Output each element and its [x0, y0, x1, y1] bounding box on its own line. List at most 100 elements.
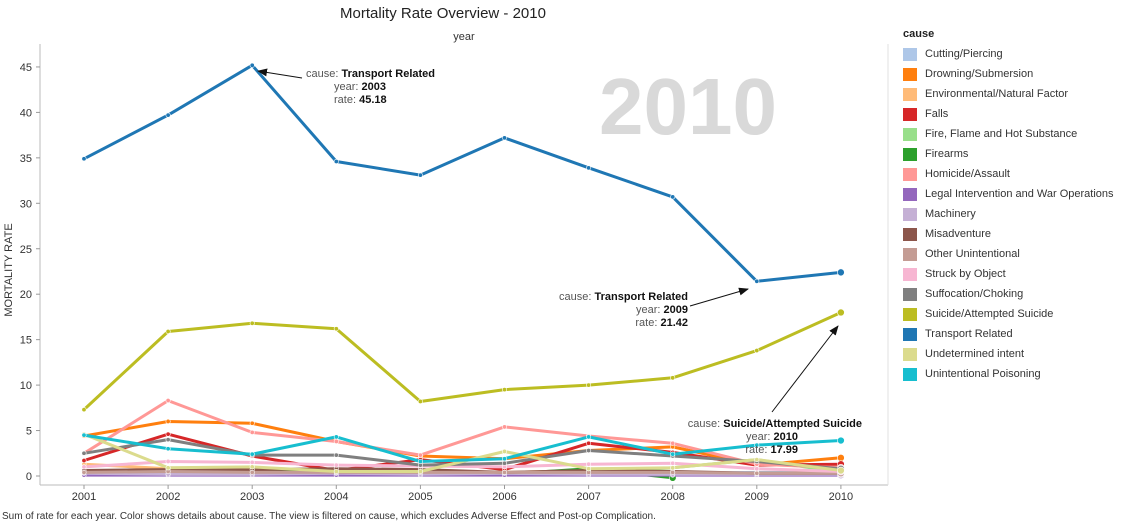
- legend-item[interactable]: Misadventure: [903, 224, 1125, 244]
- data-point[interactable]: [670, 375, 676, 381]
- data-point[interactable]: [586, 165, 592, 171]
- data-point[interactable]: [501, 424, 507, 430]
- data-point[interactable]: [249, 62, 255, 68]
- legend-label: Environmental/Natural Factor: [925, 88, 1069, 100]
- data-point[interactable]: [333, 452, 339, 458]
- data-point[interactable]: [165, 418, 171, 424]
- data-point[interactable]: [249, 464, 255, 470]
- data-point[interactable]: [81, 450, 87, 456]
- data-point[interactable]: [81, 407, 87, 413]
- data-point[interactable]: [586, 382, 592, 388]
- data-point[interactable]: [333, 326, 339, 332]
- data-point[interactable]: [586, 434, 592, 440]
- data-point[interactable]: [81, 464, 87, 470]
- data-point[interactable]: [249, 459, 255, 465]
- data-point[interactable]: [333, 158, 339, 164]
- legend-label: Transport Related: [925, 328, 1013, 340]
- series-line: [82, 63, 843, 283]
- legend-item[interactable]: Machinery: [903, 204, 1125, 224]
- data-point[interactable]: [81, 469, 87, 475]
- data-point[interactable]: [501, 469, 507, 475]
- data-point[interactable]: [81, 156, 87, 162]
- legend-item[interactable]: Suffocation/Choking: [903, 284, 1125, 304]
- data-point[interactable]: [165, 437, 171, 443]
- data-point[interactable]: [754, 278, 760, 284]
- data-point[interactable]: [333, 468, 339, 474]
- data-point[interactable]: [837, 466, 845, 475]
- legend-item[interactable]: Suicide/Attempted Suicide: [903, 304, 1125, 324]
- y-tick-label: 35: [20, 153, 32, 165]
- y-tick-label: 15: [20, 335, 32, 347]
- legend-label: Homicide/Assault: [925, 168, 1010, 180]
- data-point[interactable]: [165, 458, 171, 464]
- data-point[interactable]: [249, 429, 255, 435]
- legend-item[interactable]: Firearms: [903, 144, 1125, 164]
- data-point[interactable]: [586, 461, 592, 467]
- data-point[interactable]: [333, 434, 339, 440]
- data-point[interactable]: [81, 458, 87, 464]
- legend-item[interactable]: Cutting/Piercing: [903, 44, 1125, 64]
- data-point[interactable]: [417, 398, 423, 404]
- legend-item[interactable]: Drowning/Submersion: [903, 64, 1125, 84]
- data-point[interactable]: [754, 466, 760, 472]
- data-point[interactable]: [249, 420, 255, 426]
- series-line: [82, 470, 843, 475]
- legend-item[interactable]: Falls: [903, 104, 1125, 124]
- data-point[interactable]: [754, 348, 760, 354]
- data-point[interactable]: [81, 432, 87, 438]
- data-point[interactable]: [501, 387, 507, 393]
- legend-item[interactable]: Unintentional Poisoning: [903, 364, 1125, 384]
- data-point[interactable]: [501, 135, 507, 141]
- legend-item[interactable]: Other Unintentional: [903, 244, 1125, 264]
- data-point[interactable]: [501, 448, 507, 454]
- data-point[interactable]: [333, 462, 339, 468]
- data-point[interactable]: [670, 440, 676, 446]
- data-point[interactable]: [837, 454, 845, 462]
- legend-label: Falls: [925, 108, 949, 120]
- legend-item[interactable]: Environmental/Natural Factor: [903, 84, 1125, 104]
- data-point[interactable]: [670, 460, 676, 466]
- legend-item[interactable]: Fire, Flame and Hot Substance: [903, 124, 1125, 144]
- data-point[interactable]: [249, 469, 255, 475]
- data-point[interactable]: [417, 452, 423, 458]
- series-unintentional-poisoning: [81, 432, 845, 464]
- data-point[interactable]: [754, 457, 760, 463]
- data-point[interactable]: [586, 466, 592, 472]
- y-tick-label: 10: [20, 380, 32, 392]
- data-point[interactable]: [837, 308, 845, 317]
- data-point[interactable]: [501, 460, 507, 466]
- legend-item[interactable]: Struck by Object: [903, 264, 1125, 284]
- data-point[interactable]: [165, 431, 171, 437]
- data-point[interactable]: [670, 451, 676, 457]
- data-point[interactable]: [837, 436, 845, 445]
- series-line: [82, 433, 843, 463]
- data-point[interactable]: [249, 451, 255, 457]
- data-point[interactable]: [586, 440, 592, 446]
- legend-item[interactable]: Undetermined intent: [903, 344, 1125, 364]
- series-suffocation-choking: [81, 437, 845, 473]
- data-point[interactable]: [754, 442, 760, 448]
- data-point[interactable]: [417, 458, 423, 464]
- data-point[interactable]: [670, 465, 676, 471]
- legend-item[interactable]: Legal Intervention and War Operations: [903, 184, 1125, 204]
- legend-item[interactable]: Homicide/Assault: [903, 164, 1125, 184]
- data-point[interactable]: [417, 172, 423, 178]
- data-point[interactable]: [333, 438, 339, 444]
- data-point[interactable]: [837, 268, 845, 277]
- x-axis-header: year: [453, 31, 475, 43]
- data-point[interactable]: [501, 456, 507, 462]
- legend-item[interactable]: Transport Related: [903, 324, 1125, 344]
- data-point[interactable]: [417, 468, 423, 474]
- data-point[interactable]: [249, 320, 255, 326]
- data-point[interactable]: [586, 448, 592, 454]
- data-point[interactable]: [165, 328, 171, 334]
- data-point[interactable]: [670, 194, 676, 200]
- data-point[interactable]: [670, 469, 676, 475]
- data-point[interactable]: [754, 470, 760, 476]
- data-point[interactable]: [165, 112, 171, 118]
- data-point[interactable]: [165, 465, 171, 471]
- legend-label: Unintentional Poisoning: [925, 368, 1041, 380]
- data-point[interactable]: [165, 446, 171, 452]
- y-axis-label: MORTALITY RATE: [3, 223, 15, 316]
- data-point[interactable]: [165, 398, 171, 404]
